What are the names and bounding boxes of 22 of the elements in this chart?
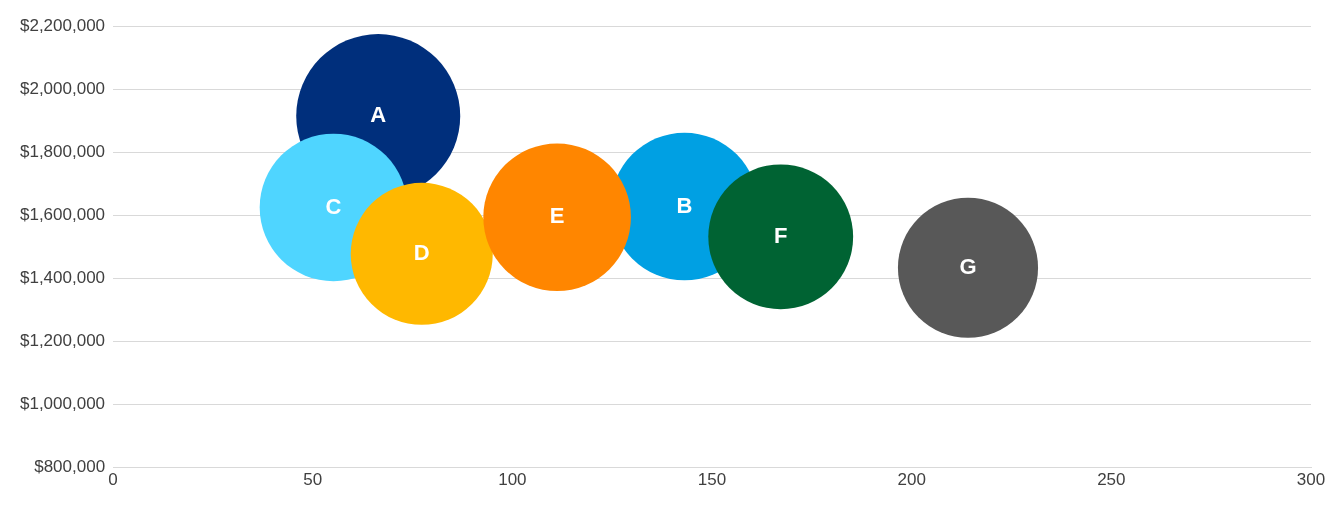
y-tick-label: $1,000,000 — [19, 394, 106, 414]
x-tick-label: 200 — [897, 470, 926, 490]
y-tick-label: $1,400,000 — [19, 268, 106, 288]
series-label: C — [325, 193, 342, 219]
x-tick-label: 100 — [498, 470, 527, 490]
series-label: E — [549, 203, 565, 229]
x-tick-label: 150 — [697, 470, 727, 490]
y-tick-label: $1,200,000 — [19, 331, 106, 351]
y-tick-label: $1,600,000 — [19, 205, 106, 225]
y-tick-label: $1,800,000 — [19, 142, 106, 161]
x-tick-label: 300 — [1296, 470, 1326, 490]
series-label: D — [413, 239, 430, 265]
x-tick-label: 250 — [1097, 470, 1126, 490]
series-label: A — [370, 102, 387, 128]
x-tick-label: 50 — [303, 470, 323, 490]
y-tick-label: $2,200,000 — [19, 15, 106, 35]
series-label: B — [676, 192, 693, 218]
y-tick-label: $2,000,000 — [19, 78, 106, 98]
x-tick-label: 0 — [108, 470, 118, 490]
y-tick-label: $800,000 — [34, 457, 106, 477]
series-label: G — [959, 253, 977, 279]
series-label: F — [774, 222, 788, 248]
